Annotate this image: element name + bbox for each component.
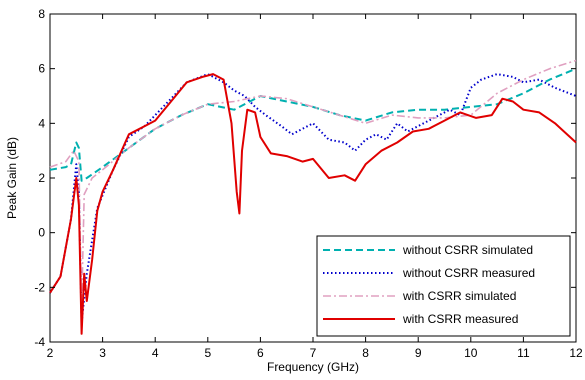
- legend-label-4: with CSRR measured: [402, 312, 518, 326]
- x-axis-label: Frequency (GHz): [267, 360, 359, 374]
- y-axis-label: Peak Gain (dB): [5, 137, 19, 219]
- legend: without CSRR simulated without CSRR measu…: [316, 235, 571, 337]
- x-tick-label: 7: [310, 346, 317, 360]
- y-tick-label: 2: [38, 171, 45, 185]
- x-tick-label: 10: [464, 346, 478, 360]
- x-tick-label: 4: [152, 346, 159, 360]
- series-layer: [49, 59, 577, 335]
- x-tick-label: 11: [517, 346, 530, 360]
- legend-items: without CSRR simulated without CSRR measu…: [323, 243, 535, 326]
- x-tick-label: 9: [415, 346, 422, 360]
- y-tick-label: 8: [38, 7, 45, 21]
- y-tick-label: -2: [34, 280, 45, 294]
- x-tick-label: 3: [99, 346, 106, 360]
- y-tick-label: 6: [38, 62, 45, 76]
- series-line-1: [49, 67, 577, 182]
- y-tick-label: 0: [38, 226, 45, 240]
- tick-layer: 2 3 4 5 6 7 8 9 10 11 12 -4 -2 0 2 4 6 8: [34, 7, 583, 360]
- x-tick-label: 2: [47, 346, 54, 360]
- x-tick-label: 5: [204, 346, 211, 360]
- series-line-4: [49, 73, 577, 335]
- y-tick-label: -4: [34, 335, 45, 349]
- x-tick-label: 12: [569, 346, 583, 360]
- x-tick-label: 8: [362, 346, 369, 360]
- legend-label-3: with CSRR simulated: [402, 289, 516, 303]
- legend-label-1: without CSRR simulated: [402, 243, 533, 257]
- x-tick-label: 6: [257, 346, 264, 360]
- legend-label-2: without CSRR measured: [402, 266, 535, 280]
- y-tick-label: 4: [38, 116, 45, 130]
